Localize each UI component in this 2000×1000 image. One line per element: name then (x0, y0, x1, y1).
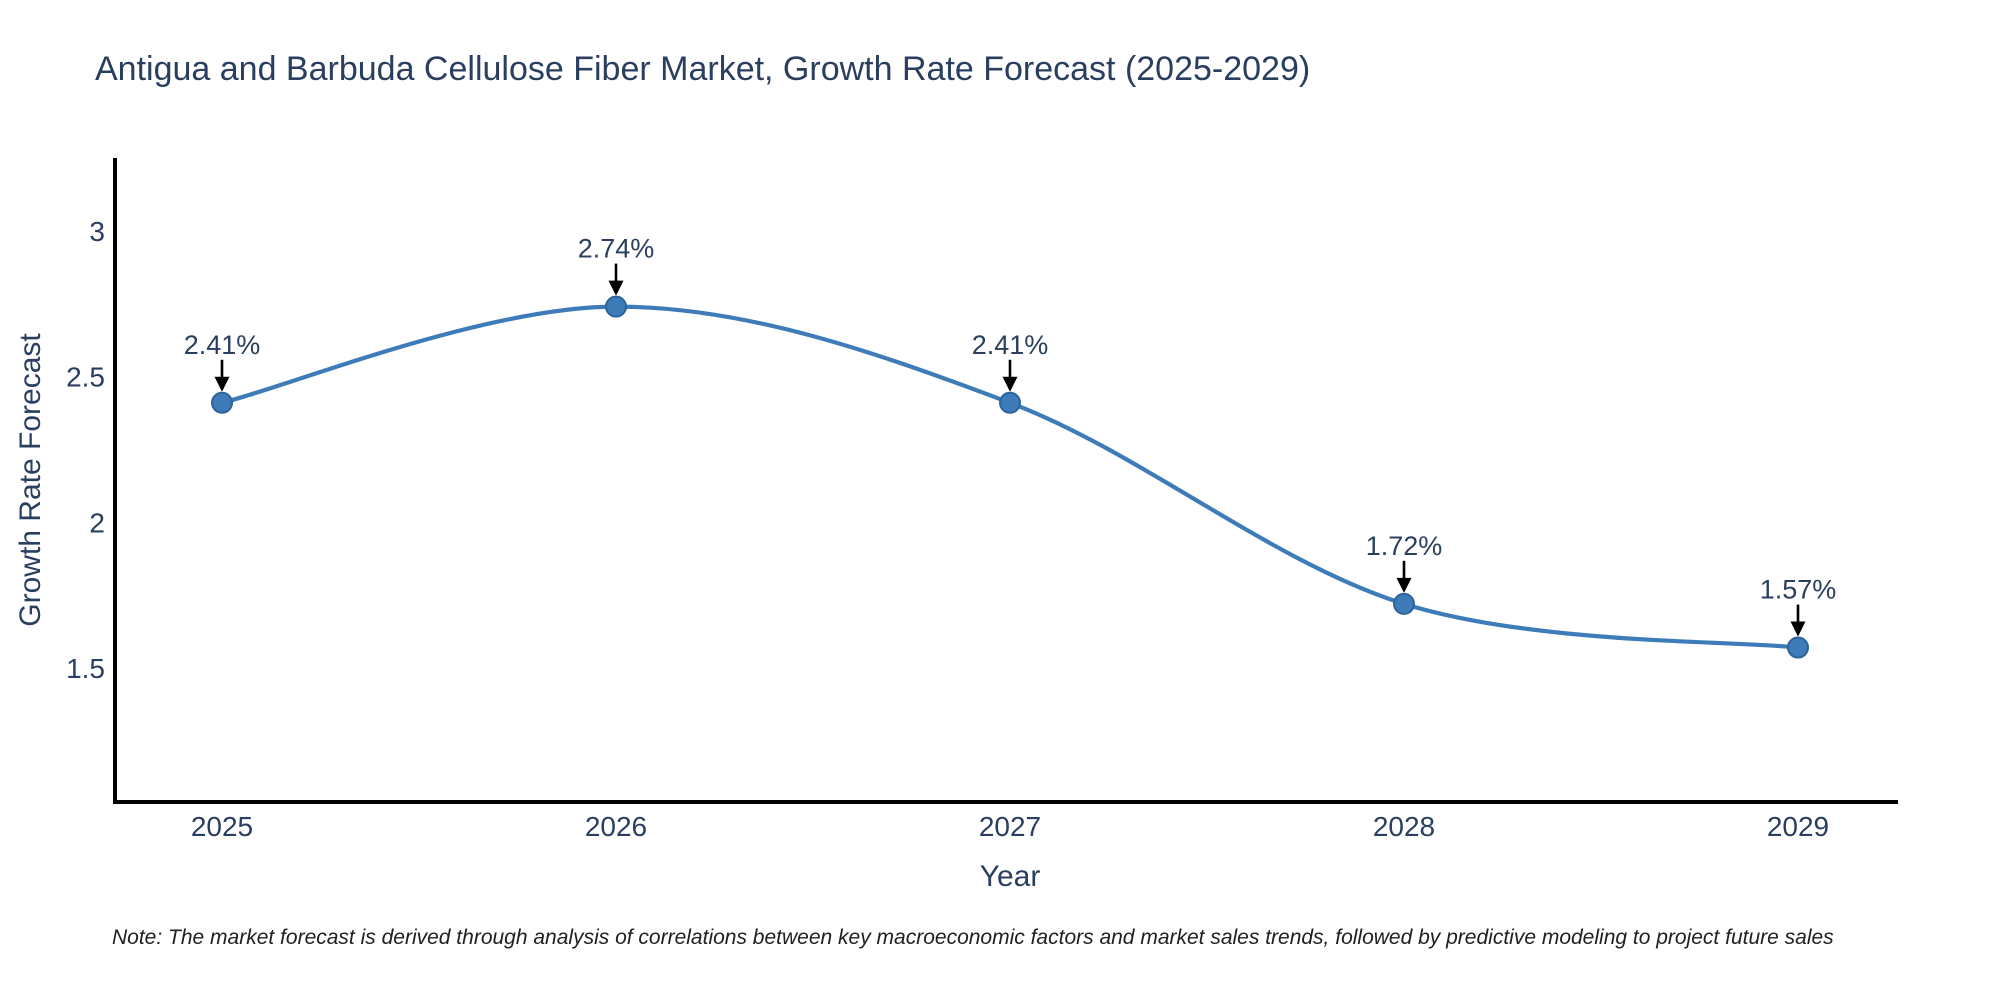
point-value-label: 2.74% (578, 234, 655, 264)
point-value-label: 1.57% (1760, 575, 1837, 605)
data-point-2028[interactable] (1393, 592, 1415, 615)
y-tick-label: 3 (89, 216, 105, 247)
data-point-2027[interactable] (999, 391, 1021, 414)
point-value-label: 1.72% (1366, 531, 1443, 561)
chart-title: Antigua and Barbuda Cellulose Fiber Mark… (95, 50, 1310, 88)
annotation-arrowhead-icon (1396, 577, 1412, 593)
footnote: Note: The market forecast is derived thr… (112, 926, 1834, 949)
x-axis-title: Year (980, 860, 1041, 893)
x-tick-label: 2028 (1373, 811, 1435, 842)
point-value-label: 2.41% (184, 330, 261, 360)
y-tick-label: 2 (89, 507, 105, 538)
y-axis-title: Growth Rate Forecast (14, 333, 47, 627)
data-point-2026[interactable] (605, 295, 627, 318)
annotation-arrowhead-icon (1002, 376, 1018, 392)
x-tick-label: 2026 (585, 811, 647, 842)
annotation-arrowhead-icon (608, 280, 624, 296)
annotation-arrowhead-icon (1790, 621, 1806, 637)
point-value-label: 2.41% (972, 330, 1049, 360)
y-tick-label: 1.5 (66, 653, 105, 684)
data-point-2029[interactable] (1787, 636, 1809, 659)
x-tick-label: 2025 (191, 811, 253, 842)
x-tick-label: 2029 (1767, 811, 1829, 842)
plot-area: 1.5 2 2.5 3 2025 2026 2027 2028 2029 2.41% 2.74% 2.… (66, 216, 1836, 842)
x-tick-label: 2027 (979, 811, 1041, 842)
annotation-arrowhead-icon (214, 376, 230, 392)
y-tick-label: 2.5 (66, 362, 105, 393)
data-point-2025[interactable] (211, 391, 233, 414)
